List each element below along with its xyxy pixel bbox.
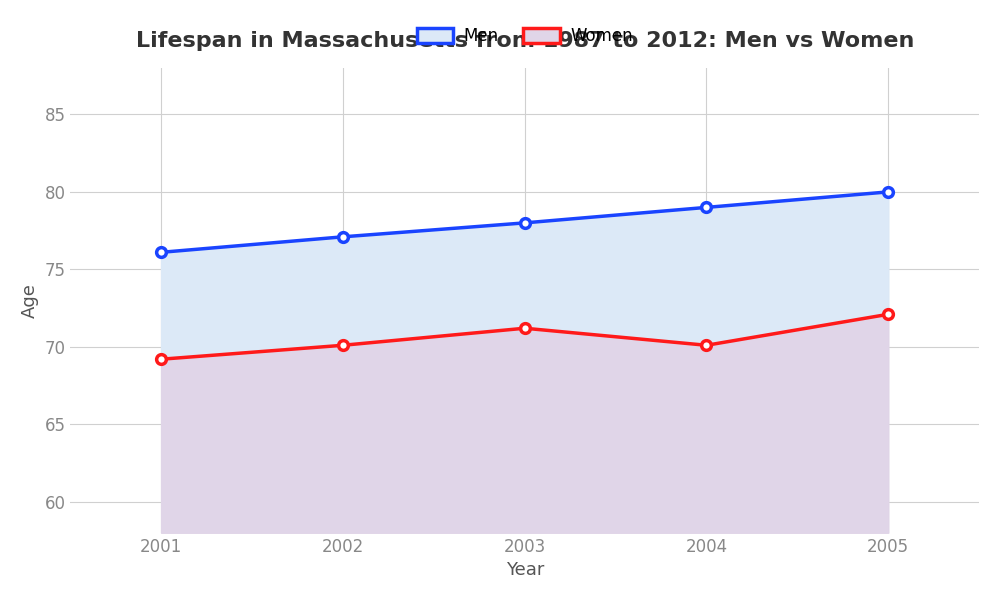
Title: Lifespan in Massachusetts from 1987 to 2012: Men vs Women: Lifespan in Massachusetts from 1987 to 2…: [136, 31, 914, 51]
Y-axis label: Age: Age: [21, 283, 39, 318]
Legend: Men, Women: Men, Women: [410, 20, 639, 52]
X-axis label: Year: Year: [506, 561, 544, 579]
